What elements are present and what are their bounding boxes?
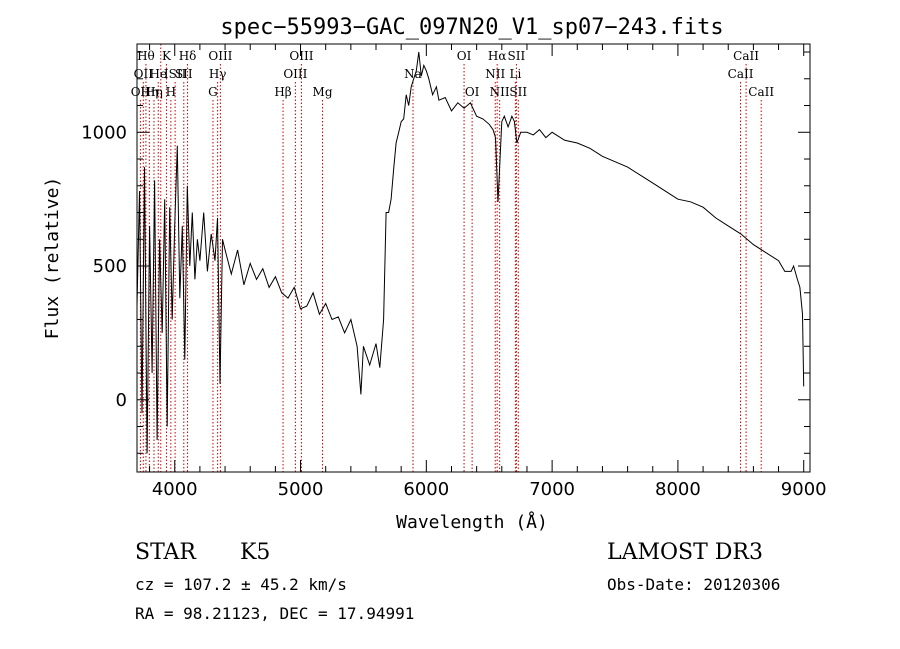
- x-tick-label: 4000: [152, 479, 198, 500]
- spectral-line-label: NII: [490, 85, 510, 99]
- x-tick-label: 9000: [781, 479, 827, 500]
- spectral-line-label: Hδ: [179, 49, 197, 63]
- spectral-line-markers: [139, 44, 762, 472]
- spectral-line-label: CaII: [748, 85, 774, 99]
- x-axis-ticks: 4000 5000 6000 7000 8000 9000: [149, 44, 827, 500]
- spectral-line-label: SII: [508, 49, 526, 63]
- spectral-line-label: Hβ: [274, 85, 291, 99]
- chart-title: spec−55993−GAC_097N20_V1_sp07−243.fits: [220, 15, 723, 40]
- spectral-line-label: Hη: [145, 85, 163, 99]
- spectral-line-label: Mg: [313, 85, 333, 99]
- y-axis-ticks: 0 500 1000: [81, 51, 810, 454]
- spectral-line-label: OII: [131, 85, 151, 99]
- y-tick-label: 1000: [81, 122, 127, 143]
- survey-name: LAMOST DR3: [607, 540, 763, 565]
- x-tick-label: 5000: [278, 479, 324, 500]
- spectral-line-label: H: [166, 85, 176, 99]
- spectral-line-label: SII: [509, 85, 527, 99]
- spectral-line-label: CaII: [733, 49, 759, 63]
- observation-date: Obs-Date: 20120306: [607, 575, 780, 594]
- spectral-line-label: K: [162, 49, 172, 63]
- redshift-cz: cz = 107.2 ± 45.2 km/s: [135, 575, 347, 594]
- spectral-line-label: ISII: [164, 67, 187, 81]
- spectral-line-label: Hη: [140, 85, 158, 99]
- spectral-line-label: SII: [175, 67, 193, 81]
- ra-dec: RA = 98.21123, DEC = 17.94991: [135, 604, 414, 623]
- y-tick-label: 0: [116, 390, 127, 411]
- spectral-line-label: OIII: [289, 49, 313, 63]
- spectral-line-label: OI: [465, 85, 480, 99]
- spectral-line-label: He: [149, 67, 167, 81]
- spectral-line-label: OIII: [283, 67, 307, 81]
- spectral-line-label: Hα: [488, 49, 507, 63]
- x-tick-label: 6000: [403, 479, 449, 500]
- y-axis-label: Flux (relative): [42, 177, 63, 340]
- x-tick-label: 8000: [655, 479, 701, 500]
- plot-frame: [136, 43, 811, 473]
- x-tick-label: 7000: [529, 479, 575, 500]
- spectral-line-label: CaII: [728, 67, 754, 81]
- spectral-line-label: Li: [509, 67, 521, 81]
- spectral-line-label: OIII: [208, 49, 232, 63]
- x-axis-label: Wavelength (Å): [396, 511, 548, 533]
- spectral-line-label: OII: [134, 67, 154, 81]
- object-class: STAR: [135, 540, 197, 565]
- spectral-line-label: G: [208, 85, 218, 99]
- spectral-line-label: Na: [404, 67, 422, 81]
- spectral-line-labels: OIIOIIHθHηHηHeKHISIISIIHδGHγOIIIHβOIIIOI…: [131, 49, 775, 99]
- spectral-line-label: OI: [457, 49, 472, 63]
- spectral-line-label: Hγ: [209, 67, 227, 81]
- spectral-line-label: Hθ: [137, 49, 155, 63]
- spectral-line-label: NII: [485, 67, 505, 81]
- object-subclass: K5: [240, 540, 270, 565]
- y-tick-label: 500: [93, 256, 127, 277]
- spectrum-series-line: [136, 51, 805, 454]
